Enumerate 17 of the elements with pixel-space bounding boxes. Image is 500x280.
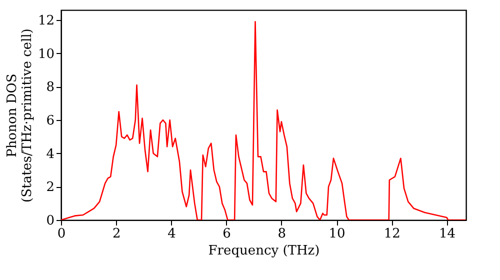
- x-tick-label: 10: [328, 226, 346, 242]
- x-tick-label: 6: [222, 226, 231, 242]
- x-tick-label: 0: [57, 226, 66, 242]
- y-tick-label: 6: [46, 114, 54, 128]
- y-tick-label: 0: [46, 214, 54, 228]
- y-tick-label: 4: [46, 146, 54, 162]
- x-axis-title: Frequency (THz): [208, 244, 320, 258]
- y-tick-label: 2: [46, 180, 54, 196]
- x-tick-label: 2: [112, 226, 121, 242]
- x-tick-label: 12: [384, 226, 400, 242]
- y-tick-label: 10: [38, 46, 54, 62]
- y-tick-label: 12: [38, 14, 54, 28]
- y-tick-label: 8: [46, 80, 54, 96]
- y-axis-title: Phonon DOS (States/THz·primitive cell): [4, 28, 35, 203]
- x-tick-label: 4: [168, 226, 176, 242]
- x-tick-label: 14: [438, 226, 456, 242]
- x-tick-label: 8: [278, 226, 286, 242]
